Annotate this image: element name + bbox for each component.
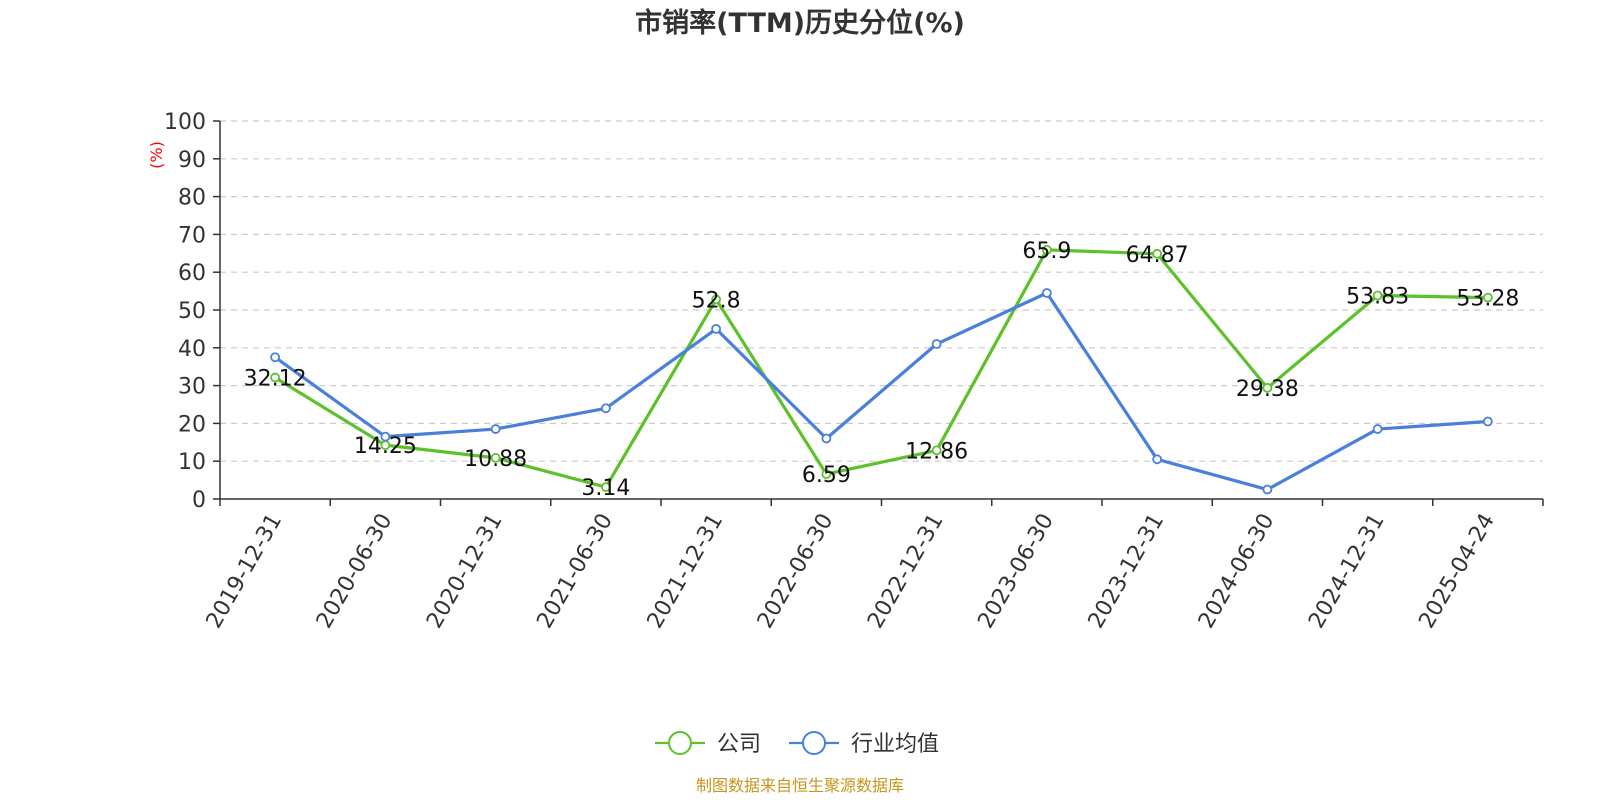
data-point	[270, 372, 281, 383]
data-point	[1482, 292, 1493, 303]
data-point	[1262, 383, 1273, 393]
data-point	[821, 433, 832, 444]
x-tick-label: 2020-06-30	[312, 510, 398, 633]
data-point	[821, 469, 832, 479]
data-label: 12.86	[905, 439, 968, 464]
legend-label: 公司	[717, 732, 761, 757]
data-point	[490, 424, 501, 434]
data-point	[931, 339, 942, 349]
data-point	[600, 403, 611, 414]
x-tick-label: 2019-12-31	[202, 510, 288, 633]
data-point	[1372, 290, 1383, 301]
x-tick-label: 2021-06-30	[532, 510, 618, 633]
y-tick-label: 0	[192, 488, 206, 513]
legend-marker	[802, 731, 826, 755]
y-tick-label: 100	[164, 110, 206, 135]
data-point	[270, 352, 281, 363]
x-tick-label: 2021-12-31	[643, 510, 729, 633]
data-point	[1152, 248, 1163, 259]
data-label: 6.59	[802, 463, 851, 488]
data-point	[711, 323, 722, 334]
data-point	[490, 452, 501, 463]
x-tick-label: 2020-12-31	[422, 510, 508, 633]
data-label: 53.28	[1456, 287, 1519, 312]
data-labels: 32.12 14.25 10.88 3.14 52.8 6.59 12.86 65.9 64.8…	[244, 239, 1520, 501]
y-tick-label: 30	[178, 375, 206, 400]
y-tick-label: 20	[178, 412, 206, 437]
data-label: 65.9	[1022, 239, 1071, 264]
legend: 公司 行业均值	[655, 731, 939, 757]
data-point	[931, 445, 942, 456]
data-point	[711, 294, 722, 305]
data-label: 29.38	[1236, 377, 1299, 402]
y-tick-label: 60	[178, 261, 206, 286]
data-label: 10.88	[464, 447, 527, 472]
y-tick-label: 70	[178, 223, 206, 248]
source-note: 制图数据来自恒生聚源数据库	[696, 776, 904, 795]
x-tick-label: 2024-06-30	[1194, 510, 1280, 633]
data-label: 3.14	[581, 476, 630, 501]
y-tick-label: 90	[178, 148, 206, 173]
legend-marker	[668, 731, 692, 755]
series-lines	[270, 244, 1493, 495]
data-point	[1041, 288, 1052, 298]
y-axis-unit-label: (%)	[147, 141, 166, 169]
data-point	[1152, 454, 1163, 465]
y-tick-label: 80	[178, 186, 206, 211]
y-tick-label: 50	[178, 299, 206, 324]
x-tick-label: 2023-06-30	[973, 510, 1059, 633]
x-tick-label: 2022-06-30	[753, 510, 839, 633]
data-point	[380, 431, 391, 442]
data-label: 52.8	[692, 288, 741, 313]
data-point	[1262, 484, 1273, 495]
chart-title: 市销率(TTM)历史分位(%)	[635, 7, 965, 39]
data-label: 53.83	[1346, 285, 1409, 310]
axes: 0 10 20 30 40 50 60 70 80 90 100 2019-12-31 2020-06-…	[164, 110, 1544, 633]
x-tick-label: 2023-12-31	[1084, 510, 1170, 633]
x-tick-label: 2022-12-31	[863, 510, 949, 633]
legend-label: 行业均值	[851, 732, 939, 757]
y-tick-label: 40	[178, 337, 206, 362]
series-line	[274, 248, 1488, 489]
y-tick-label: 10	[178, 450, 206, 475]
x-tick-label: 2025-04-24	[1414, 510, 1500, 633]
data-label: 64.87	[1126, 243, 1189, 268]
data-point	[1041, 244, 1052, 255]
grid-lines	[220, 120, 1543, 462]
x-tick-label: 2024-12-31	[1304, 510, 1390, 633]
data-label: 32.12	[244, 367, 307, 392]
data-label: 14.25	[354, 434, 417, 459]
data-point	[600, 482, 611, 493]
data-point	[1372, 424, 1383, 434]
data-point	[1482, 416, 1493, 427]
series-line	[274, 291, 1488, 492]
